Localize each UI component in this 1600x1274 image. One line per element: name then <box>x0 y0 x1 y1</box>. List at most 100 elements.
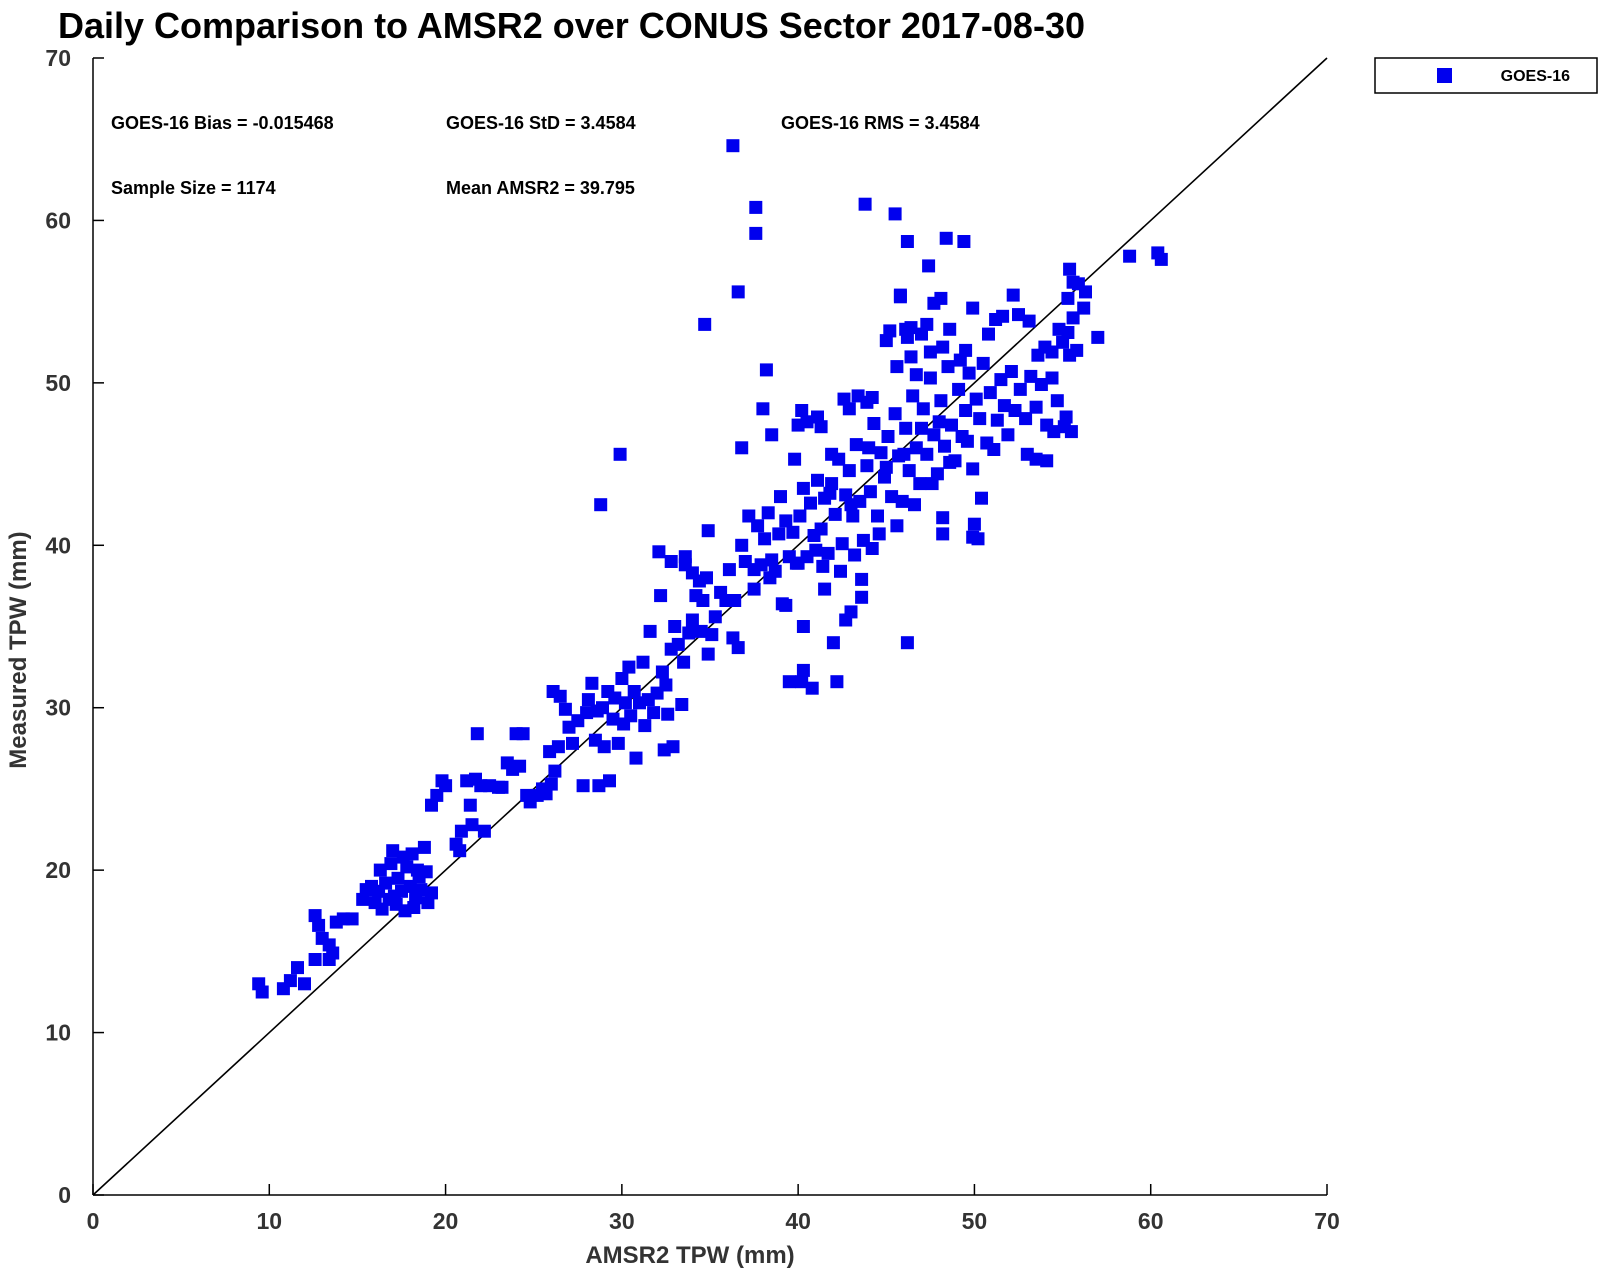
y-tick-label: 70 <box>45 45 71 71</box>
data-point <box>796 481 810 495</box>
data-point <box>603 774 616 788</box>
data-point <box>865 391 879 404</box>
data-point <box>722 563 736 577</box>
data-point <box>1079 285 1092 299</box>
data-point <box>904 321 918 335</box>
data-point <box>795 675 809 689</box>
x-tick-label: 0 <box>87 1208 100 1234</box>
data-point <box>671 637 685 651</box>
data-point <box>386 844 400 858</box>
data-point <box>1045 345 1059 359</box>
data-point <box>654 589 668 603</box>
data-point <box>685 613 699 627</box>
data-point <box>453 844 467 858</box>
data-point <box>1077 301 1091 315</box>
legend-label: GOES-16 <box>1501 68 1570 85</box>
x-axis-label: AMSR2 TPW (mm) <box>585 1242 794 1269</box>
data-point <box>878 470 891 484</box>
data-point <box>959 343 973 357</box>
x-tick-label: 20 <box>433 1208 459 1234</box>
data-point <box>975 491 988 505</box>
y-tick-label: 60 <box>45 207 71 233</box>
data-point <box>916 402 930 416</box>
y-tick-label: 0 <box>58 1182 71 1208</box>
data-point <box>848 548 862 562</box>
axis-ticks: 0 10 20 30 40 50 60 70 0 10 20 30 40 50 60 70 <box>45 45 1339 1234</box>
data-point <box>990 413 1004 427</box>
data-point <box>758 532 772 546</box>
data-point <box>969 392 983 406</box>
data-point <box>454 824 468 838</box>
legend-box <box>1374 57 1598 94</box>
bias-stat: GOES-16 Bias = -0.015468 <box>111 113 334 133</box>
data-point <box>1056 335 1070 349</box>
data-point <box>749 226 763 240</box>
data-point <box>581 693 595 707</box>
data-point <box>962 366 976 380</box>
data-point <box>858 197 872 211</box>
data-point <box>930 467 944 481</box>
data-point <box>952 382 966 396</box>
data-point <box>966 462 980 476</box>
data-point <box>908 498 921 512</box>
data-point <box>647 706 661 720</box>
data-point <box>800 415 814 429</box>
data-point <box>726 139 740 153</box>
data-point <box>860 459 874 473</box>
data-point <box>1045 371 1059 385</box>
y-tick-label: 10 <box>45 1020 71 1046</box>
data-point <box>934 394 948 408</box>
data-point <box>925 477 939 491</box>
data-point <box>863 485 877 499</box>
data-point <box>818 582 832 596</box>
data-point <box>414 883 428 897</box>
data-point <box>973 412 987 426</box>
data-point <box>941 360 955 374</box>
data-point <box>796 663 810 677</box>
data-point <box>936 340 950 354</box>
data-point <box>909 368 923 382</box>
data-point <box>890 519 904 533</box>
data-point <box>1001 428 1015 442</box>
y-axis-label: Measured TPW (mm) <box>5 531 32 768</box>
data-point <box>439 779 453 793</box>
data-point <box>923 345 937 359</box>
data-point <box>694 624 708 638</box>
data-point <box>400 860 414 874</box>
data-point <box>553 689 567 703</box>
data-point <box>982 327 995 341</box>
data-point <box>943 455 957 469</box>
data-point <box>795 404 809 417</box>
data-point <box>939 231 953 245</box>
data-point <box>698 317 712 331</box>
data-point <box>643 624 657 638</box>
data-point <box>516 727 530 741</box>
data-point <box>495 780 509 794</box>
data-points <box>252 139 1168 999</box>
data-point <box>844 498 858 512</box>
data-point <box>1008 404 1022 417</box>
data-point <box>872 527 886 541</box>
data-point <box>871 509 884 523</box>
data-point <box>638 719 652 733</box>
data-point <box>298 977 311 991</box>
data-point <box>731 641 745 655</box>
x-tick-label: 60 <box>1138 1208 1164 1234</box>
data-point <box>839 613 853 627</box>
data-point <box>308 953 322 966</box>
data-point <box>816 559 830 573</box>
data-point <box>899 421 913 435</box>
data-point <box>618 696 632 710</box>
data-point <box>608 691 622 705</box>
data-point <box>696 594 710 607</box>
data-point <box>945 418 958 432</box>
data-point <box>888 207 902 221</box>
data-point <box>379 876 393 890</box>
y-tick-label: 50 <box>45 370 71 396</box>
mean-stat: Mean AMSR2 = 39.795 <box>446 178 635 198</box>
data-point <box>823 486 837 500</box>
data-point <box>834 564 847 578</box>
data-point <box>1012 308 1025 322</box>
data-point <box>751 519 765 533</box>
data-point <box>425 886 438 900</box>
